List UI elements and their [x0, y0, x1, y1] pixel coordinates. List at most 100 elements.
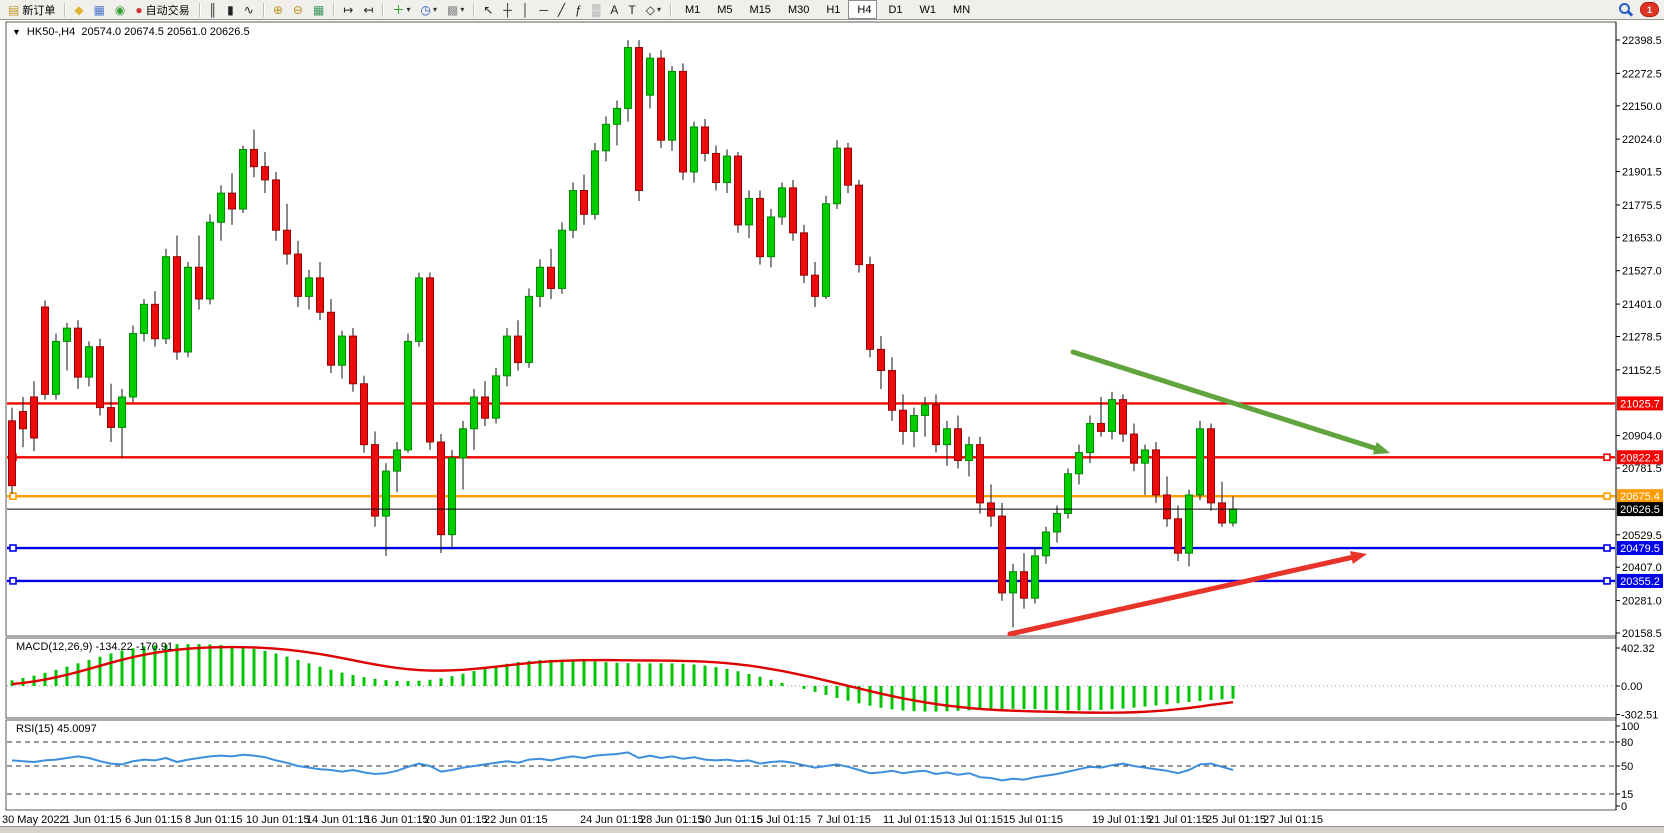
- timeframe-m15-button[interactable]: M15: [741, 0, 777, 19]
- chart-canvas[interactable]: 22398.5 22272.5 22150.0 22024.0 21901.5 21775…: [0, 20, 1664, 833]
- bear-candle: [712, 152, 720, 184]
- funnel-button[interactable]: ◆: [70, 0, 87, 19]
- dropdown-caret-icon[interactable]: ▾: [656, 5, 661, 14]
- bar-chart-icon: ║: [208, 2, 218, 17]
- auto-scroll-button[interactable]: ↦: [339, 0, 357, 19]
- timeframe-w1-button[interactable]: W1: [911, 0, 943, 19]
- chart-shift-icon: ↤: [363, 2, 374, 17]
- toolbar-group: ║ ▮ ∿: [204, 0, 259, 20]
- templates-button[interactable]: ▩ ▾: [443, 0, 468, 19]
- timeframe-h1-button[interactable]: H1: [817, 0, 846, 19]
- bull-candle: [833, 147, 841, 205]
- tile-windows-button[interactable]: ▦: [309, 0, 328, 19]
- pivot-line-anchor[interactable]: [9, 492, 17, 500]
- bear-candle: [327, 311, 335, 366]
- support-line-2-anchor[interactable]: [1603, 577, 1611, 585]
- chart-shift-button[interactable]: ↤: [359, 0, 377, 19]
- periods-button[interactable]: ◷ ▾: [416, 0, 441, 19]
- shapes-button[interactable]: ◇ ▾: [642, 0, 665, 19]
- bear-candle: [151, 303, 159, 340]
- text-button[interactable]: A: [606, 0, 622, 19]
- status-bar: [0, 826, 1664, 833]
- horizontal-line-button[interactable]: ─: [535, 0, 552, 19]
- bear-candle: [866, 264, 874, 350]
- bear-candle: [41, 306, 49, 395]
- indicators-button[interactable]: ＋ ▾: [388, 0, 414, 19]
- bear-candle: [107, 407, 115, 428]
- green-trend-arrow-head[interactable]: [1372, 441, 1390, 455]
- price-level-badge: [1617, 573, 1663, 588]
- bull-candle: [1229, 508, 1237, 524]
- bull-candle: [525, 295, 533, 364]
- notification-badge[interactable]: 1: [1641, 3, 1658, 16]
- toolbar-separator: [64, 2, 66, 17]
- bull-candle: [206, 221, 214, 300]
- cursor-button[interactable]: ↖: [479, 0, 497, 19]
- red-trend-arrow[interactable]: [1007, 554, 1354, 637]
- price-level-badge-value: 20355.2: [1620, 576, 1660, 588]
- rsi-indicator-label: RSI(15) 45.0097: [16, 723, 97, 735]
- support-line-2-anchor[interactable]: [9, 577, 17, 585]
- green-trend-arrow[interactable]: [1070, 349, 1378, 451]
- crosshair-button[interactable]: ┼: [499, 0, 516, 19]
- bull-candle: [613, 107, 621, 125]
- new-order-button[interactable]: ▤ 新订单: [4, 0, 59, 19]
- red-trend-arrow-head[interactable]: [1349, 551, 1367, 564]
- time-axis-label: 21 Jul 01:15: [1148, 814, 1208, 826]
- bull-candle: [415, 277, 423, 342]
- dropdown-caret-icon[interactable]: ▾: [460, 5, 465, 14]
- trendline-button[interactable]: ╱: [554, 0, 569, 19]
- collapse-chart-icon[interactable]: ▼: [12, 27, 21, 37]
- timeframe-m30-button[interactable]: M30: [779, 0, 815, 19]
- bull-candle: [745, 197, 753, 226]
- autotrading-button[interactable]: ● 自动交易: [131, 0, 193, 19]
- fibo-grid-button[interactable]: ▒: [588, 0, 605, 19]
- support-line-1-anchor[interactable]: [9, 544, 17, 552]
- new-order-icon: ▤: [8, 2, 20, 17]
- bull-candle: [569, 189, 577, 231]
- bull-candle: [943, 428, 951, 446]
- zoom-out-button[interactable]: ⊖: [289, 0, 307, 19]
- bull-candle: [536, 266, 544, 297]
- text-label-button[interactable]: T: [624, 0, 639, 19]
- toolbar-separator: [473, 2, 475, 17]
- bar-chart-button[interactable]: ║: [205, 0, 222, 19]
- bull-candle: [1031, 555, 1039, 599]
- rsi-tick-label: 0: [1621, 801, 1627, 813]
- bear-candle: [1119, 399, 1127, 435]
- price-tick-label: 21653.0: [1622, 232, 1662, 244]
- bull-candle: [492, 375, 500, 419]
- market-watch-button[interactable]: ▦: [90, 0, 109, 19]
- dropdown-caret-icon[interactable]: ▾: [432, 5, 437, 14]
- bull-candle: [822, 203, 830, 297]
- line-chart-button[interactable]: ∿: [240, 0, 258, 19]
- signals-button[interactable]: ◉: [111, 0, 129, 19]
- rsi-tick-label: 80: [1621, 737, 1633, 749]
- price-tick-label: 22272.5: [1622, 68, 1662, 80]
- bull-candle: [591, 150, 599, 215]
- candlestick-chart-button[interactable]: ▮: [223, 0, 238, 19]
- bear-candle: [514, 335, 522, 364]
- search-icon[interactable]: [1618, 2, 1633, 17]
- pivot-line-anchor[interactable]: [1603, 492, 1611, 500]
- vertical-line-button[interactable]: │: [518, 0, 534, 19]
- toolbar-separator: [333, 2, 335, 17]
- bear-candle: [173, 256, 181, 353]
- timeframe-m5-button[interactable]: M5: [708, 0, 738, 19]
- timeframe-mn-button[interactable]: MN: [944, 0, 976, 19]
- fibonacci-button[interactable]: ƒ: [571, 0, 586, 19]
- macd-tick-label: -302.51: [1621, 710, 1658, 722]
- bear-candle: [756, 197, 764, 258]
- time-axis-label: 22 Jun 01:15: [484, 814, 548, 826]
- dropdown-caret-icon[interactable]: ▾: [406, 5, 411, 14]
- timeframe-m1-button[interactable]: M1: [676, 0, 706, 19]
- timeframe-h4-button[interactable]: H4: [848, 0, 878, 19]
- support-line-1-anchor[interactable]: [1603, 544, 1611, 552]
- bull-candle: [184, 266, 192, 353]
- timeframe-d1-button[interactable]: D1: [879, 0, 908, 19]
- price-tick-label: 21527.0: [1622, 266, 1662, 278]
- timeframe-h4-button-label: H4: [857, 3, 872, 16]
- resistance-line-2-anchor[interactable]: [1603, 453, 1611, 462]
- zoom-in-button[interactable]: ⊕: [269, 0, 287, 19]
